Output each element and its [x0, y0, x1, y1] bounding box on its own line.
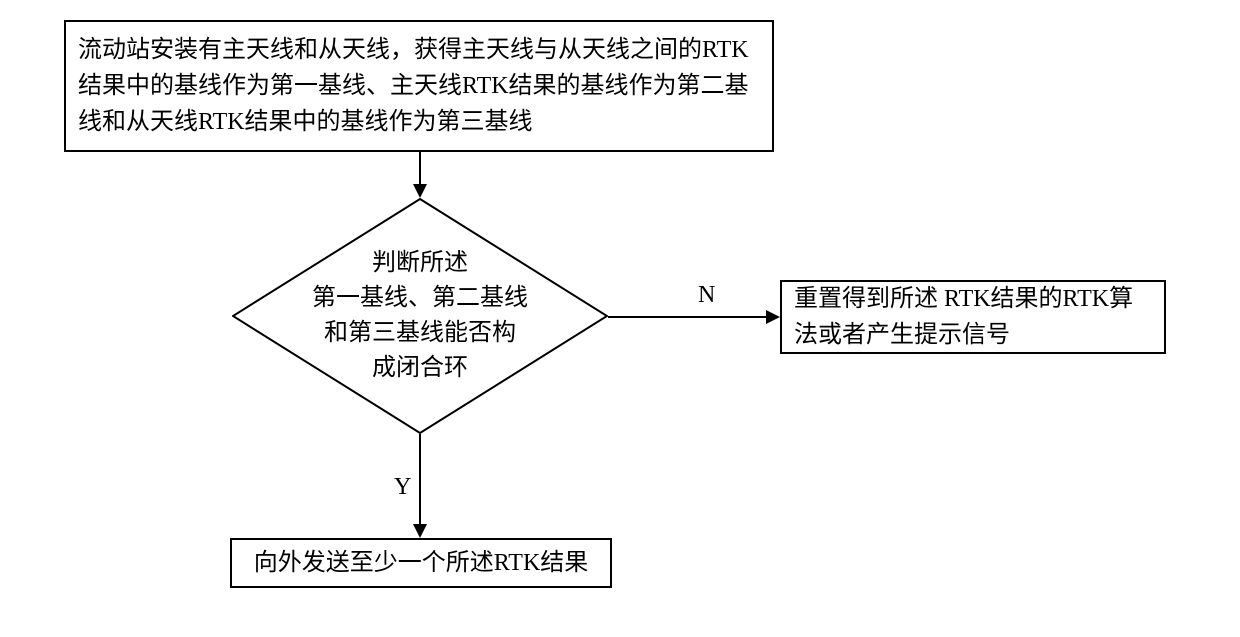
edge-yes-label: Y	[394, 474, 411, 501]
start-process-box: 流动站安装有主天线和从天线，获得主天线与从天线之间的RTK结果中的基线作为第一基…	[64, 20, 774, 152]
edge-decision-to-yes	[419, 434, 421, 526]
decision-text: 判断所述 第一基线、第二基线 和第三基线能否构 成闭合环	[312, 246, 528, 385]
edge-start-to-decision-head	[413, 184, 427, 198]
edge-no-label: N	[698, 282, 715, 309]
no-result-box: 重置得到所述 RTK结果的RTK算法或者产生提示信号	[780, 280, 1166, 354]
yes-result-box: 向外发送至少一个所述RTK结果	[230, 538, 612, 588]
yes-result-text: 向外发送至少一个所述RTK结果	[254, 545, 589, 581]
start-process-text: 流动站安装有主天线和从天线，获得主天线与从天线之间的RTK结果中的基线作为第一基…	[78, 32, 760, 140]
edge-start-to-decision	[419, 152, 421, 186]
edge-decision-to-no	[608, 316, 768, 318]
decision-diamond: 判断所述 第一基线、第二基线 和第三基线能否构 成闭合环	[232, 198, 608, 434]
edge-decision-to-yes-head	[413, 524, 427, 538]
edge-decision-to-no-head	[766, 310, 780, 324]
no-result-text: 重置得到所述 RTK结果的RTK算法或者产生提示信号	[794, 281, 1152, 353]
